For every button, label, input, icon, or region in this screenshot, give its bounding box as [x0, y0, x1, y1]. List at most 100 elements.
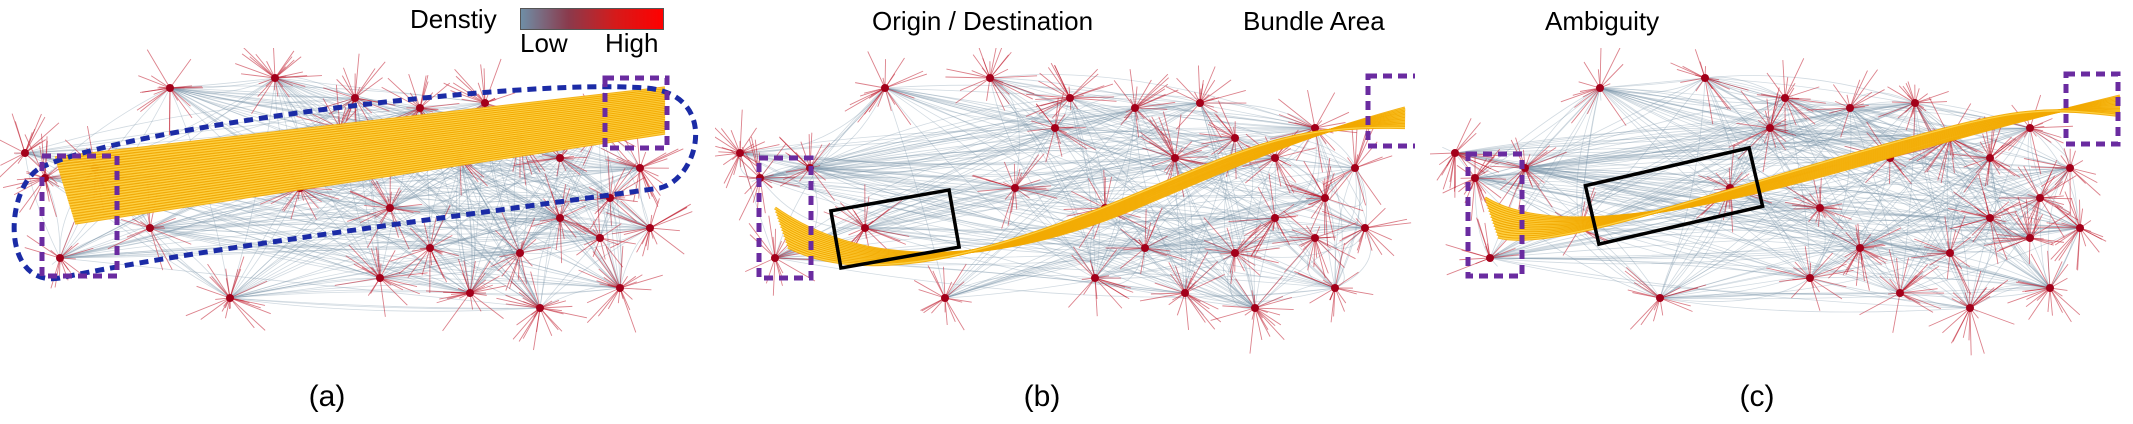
hub-node [146, 224, 154, 232]
hub-node [1486, 254, 1494, 262]
panel-b [715, 48, 1415, 388]
hub-node [1701, 74, 1709, 82]
hub-node [271, 74, 279, 82]
hub-node [386, 204, 394, 212]
hub-node [1766, 124, 1774, 132]
hub-node [1896, 289, 1904, 297]
destination-box [602, 75, 670, 151]
hub-node [881, 84, 889, 92]
hub-node [2026, 124, 2034, 132]
hub-node [1051, 124, 1059, 132]
hub-node [1331, 284, 1339, 292]
od-legend-label: Origin / Destination [872, 6, 1094, 36]
hub-node [771, 254, 779, 262]
ambiguity-legend-label: Ambiguity [1545, 6, 1660, 36]
hub-node [1471, 174, 1479, 182]
hub-node [1596, 84, 1604, 92]
hub-node [1091, 274, 1099, 282]
panel-a [0, 48, 700, 388]
edge-bundle-map-c [1430, 48, 2121, 356]
density-colorbar [520, 8, 664, 30]
hub-node [1986, 154, 1994, 162]
hub-node [1141, 244, 1149, 252]
hub-node [1011, 184, 1019, 192]
hub-node [426, 244, 434, 252]
panel-c [1430, 48, 2130, 388]
hub-node [736, 149, 744, 157]
hub-layer [715, 48, 1412, 354]
hub-layer [1430, 48, 2107, 356]
hub-node [1311, 234, 1319, 242]
hub-node [1911, 99, 1919, 107]
hub-node [1986, 214, 1994, 222]
hub-node [1231, 249, 1239, 257]
hub-node [536, 304, 544, 312]
hub-node [861, 224, 869, 232]
highlighted-route [54, 86, 666, 225]
bundle-area-legend-label: Bundle Area [1243, 6, 1385, 36]
hub-node [941, 294, 949, 302]
hub-node [556, 214, 564, 222]
hub-node [21, 149, 29, 157]
caption-b: (b) [1023, 380, 1061, 413]
hub-node [226, 294, 234, 302]
hub-node [1966, 304, 1974, 312]
hub-node [986, 74, 994, 82]
hub-node [1361, 224, 1369, 232]
caption-c: (c) [1739, 380, 1775, 413]
hub-node [166, 84, 174, 92]
hub-node [1806, 274, 1814, 282]
hub-node [2046, 284, 2054, 292]
hub-node [56, 254, 64, 262]
ambiguity-box [828, 187, 962, 271]
hub-node [1816, 204, 1824, 212]
hub-node [1251, 304, 1259, 312]
hub-node [1271, 154, 1279, 162]
hub-node [1066, 94, 1074, 102]
colorbar-low-label: Low [520, 28, 568, 58]
hub-node [2066, 164, 2074, 172]
hub-node [1131, 104, 1139, 112]
hub-node [1781, 94, 1789, 102]
hub-node [1656, 294, 1664, 302]
hub-node [646, 224, 654, 232]
caption-a: (a) [308, 380, 346, 413]
hub-node [1271, 214, 1279, 222]
hub-node [1311, 124, 1319, 132]
hub-node [466, 289, 474, 297]
highlighted-route [774, 106, 1406, 267]
hub-node [1181, 289, 1189, 297]
hub-node [1321, 194, 1329, 202]
hub-node [2076, 224, 2084, 232]
hub-node [2026, 234, 2034, 242]
origin-box [39, 153, 120, 279]
hub-node [1856, 244, 1864, 252]
hub-node [1196, 99, 1204, 107]
colorbar-high-label: High [605, 28, 659, 58]
origin-box [756, 155, 814, 281]
origin-box [1465, 151, 1525, 279]
hub-node [1231, 134, 1239, 142]
highlighted-route [1484, 94, 2121, 241]
density-legend-title: Denstiy [410, 4, 497, 34]
hub-node [556, 154, 564, 162]
hub-node [2036, 194, 2044, 202]
hub-node [596, 234, 604, 242]
hub-node [351, 94, 359, 102]
edge-bundle-map-a [0, 48, 699, 351]
hub-node [1451, 149, 1459, 157]
ambiguity-box [1583, 145, 1765, 247]
hub-node [516, 249, 524, 257]
hub-node [616, 284, 624, 292]
bundle-area-outline [11, 84, 699, 282]
edge-layer [1442, 75, 2081, 313]
hub-node [1946, 249, 1954, 257]
hub-node [481, 99, 489, 107]
hub-node [1351, 164, 1359, 172]
edge-bundle-map-b [715, 48, 1415, 354]
hub-node [1846, 104, 1854, 112]
hub-node [376, 274, 384, 282]
hub-node [416, 104, 424, 112]
hub-node [636, 164, 644, 172]
hub-node [1171, 154, 1179, 162]
